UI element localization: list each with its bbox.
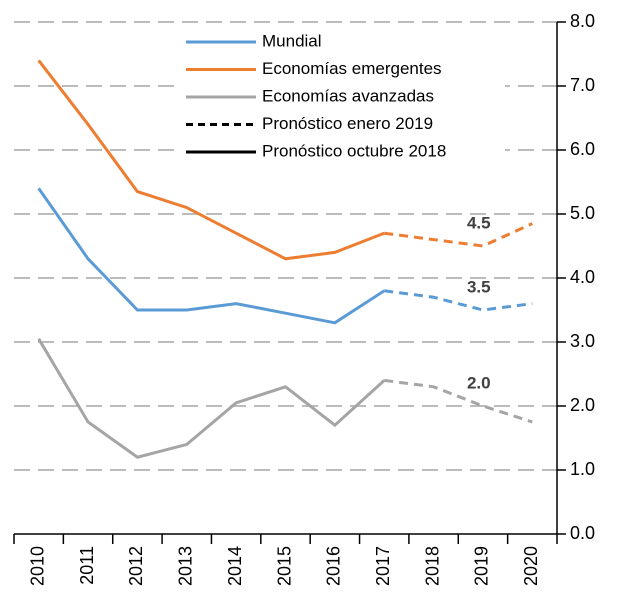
y-tick-label: 8.0 xyxy=(570,11,595,31)
y-tick-label: 2.0 xyxy=(570,395,595,415)
series-line xyxy=(37,187,386,325)
y-tick-label: 5.0 xyxy=(570,203,595,223)
data-label: 4.5 xyxy=(467,213,491,232)
x-tick-label: 2010 xyxy=(27,546,47,586)
x-tick-label: 2013 xyxy=(176,546,196,586)
x-tick-label: 2015 xyxy=(274,546,294,586)
x-tick-label: 2014 xyxy=(225,546,245,586)
y-tick-label: 7.0 xyxy=(570,75,595,95)
x-tick-label: 2018 xyxy=(422,546,442,586)
forecast-line xyxy=(384,378,533,424)
legend: Mundial Economías emergentes Economías ava… xyxy=(180,28,505,168)
forecast-line xyxy=(384,289,533,312)
series-line xyxy=(37,59,385,261)
x-tick-label: 2019 xyxy=(472,546,492,586)
x-tick-label: 2020 xyxy=(521,546,541,586)
legend-label: Mundial xyxy=(262,31,322,50)
y-tick-label: 0.0 xyxy=(570,523,595,543)
forecast-line xyxy=(384,222,533,248)
legend-label: Economías avanzadas xyxy=(262,86,434,105)
x-tick-label: 2011 xyxy=(77,546,97,585)
y-tick-label: 6.0 xyxy=(570,139,595,159)
data-label: 3.5 xyxy=(467,277,491,296)
y-tick-label: 4.0 xyxy=(570,267,595,287)
y-tick-label: 3.0 xyxy=(570,331,595,351)
legend-label: Economías emergentes xyxy=(262,59,442,78)
x-tick-label: 2016 xyxy=(324,546,344,586)
y-tick-label: 1.0 xyxy=(570,459,595,479)
series-line xyxy=(37,338,386,459)
legend-label: Pronóstico enero 2019 xyxy=(262,114,433,133)
x-tick-label: 2012 xyxy=(126,546,146,586)
x-tick-label: 2017 xyxy=(373,546,393,586)
data-label: 2.0 xyxy=(467,373,491,392)
legend-label: Pronóstico octubre 2018 xyxy=(262,141,446,160)
